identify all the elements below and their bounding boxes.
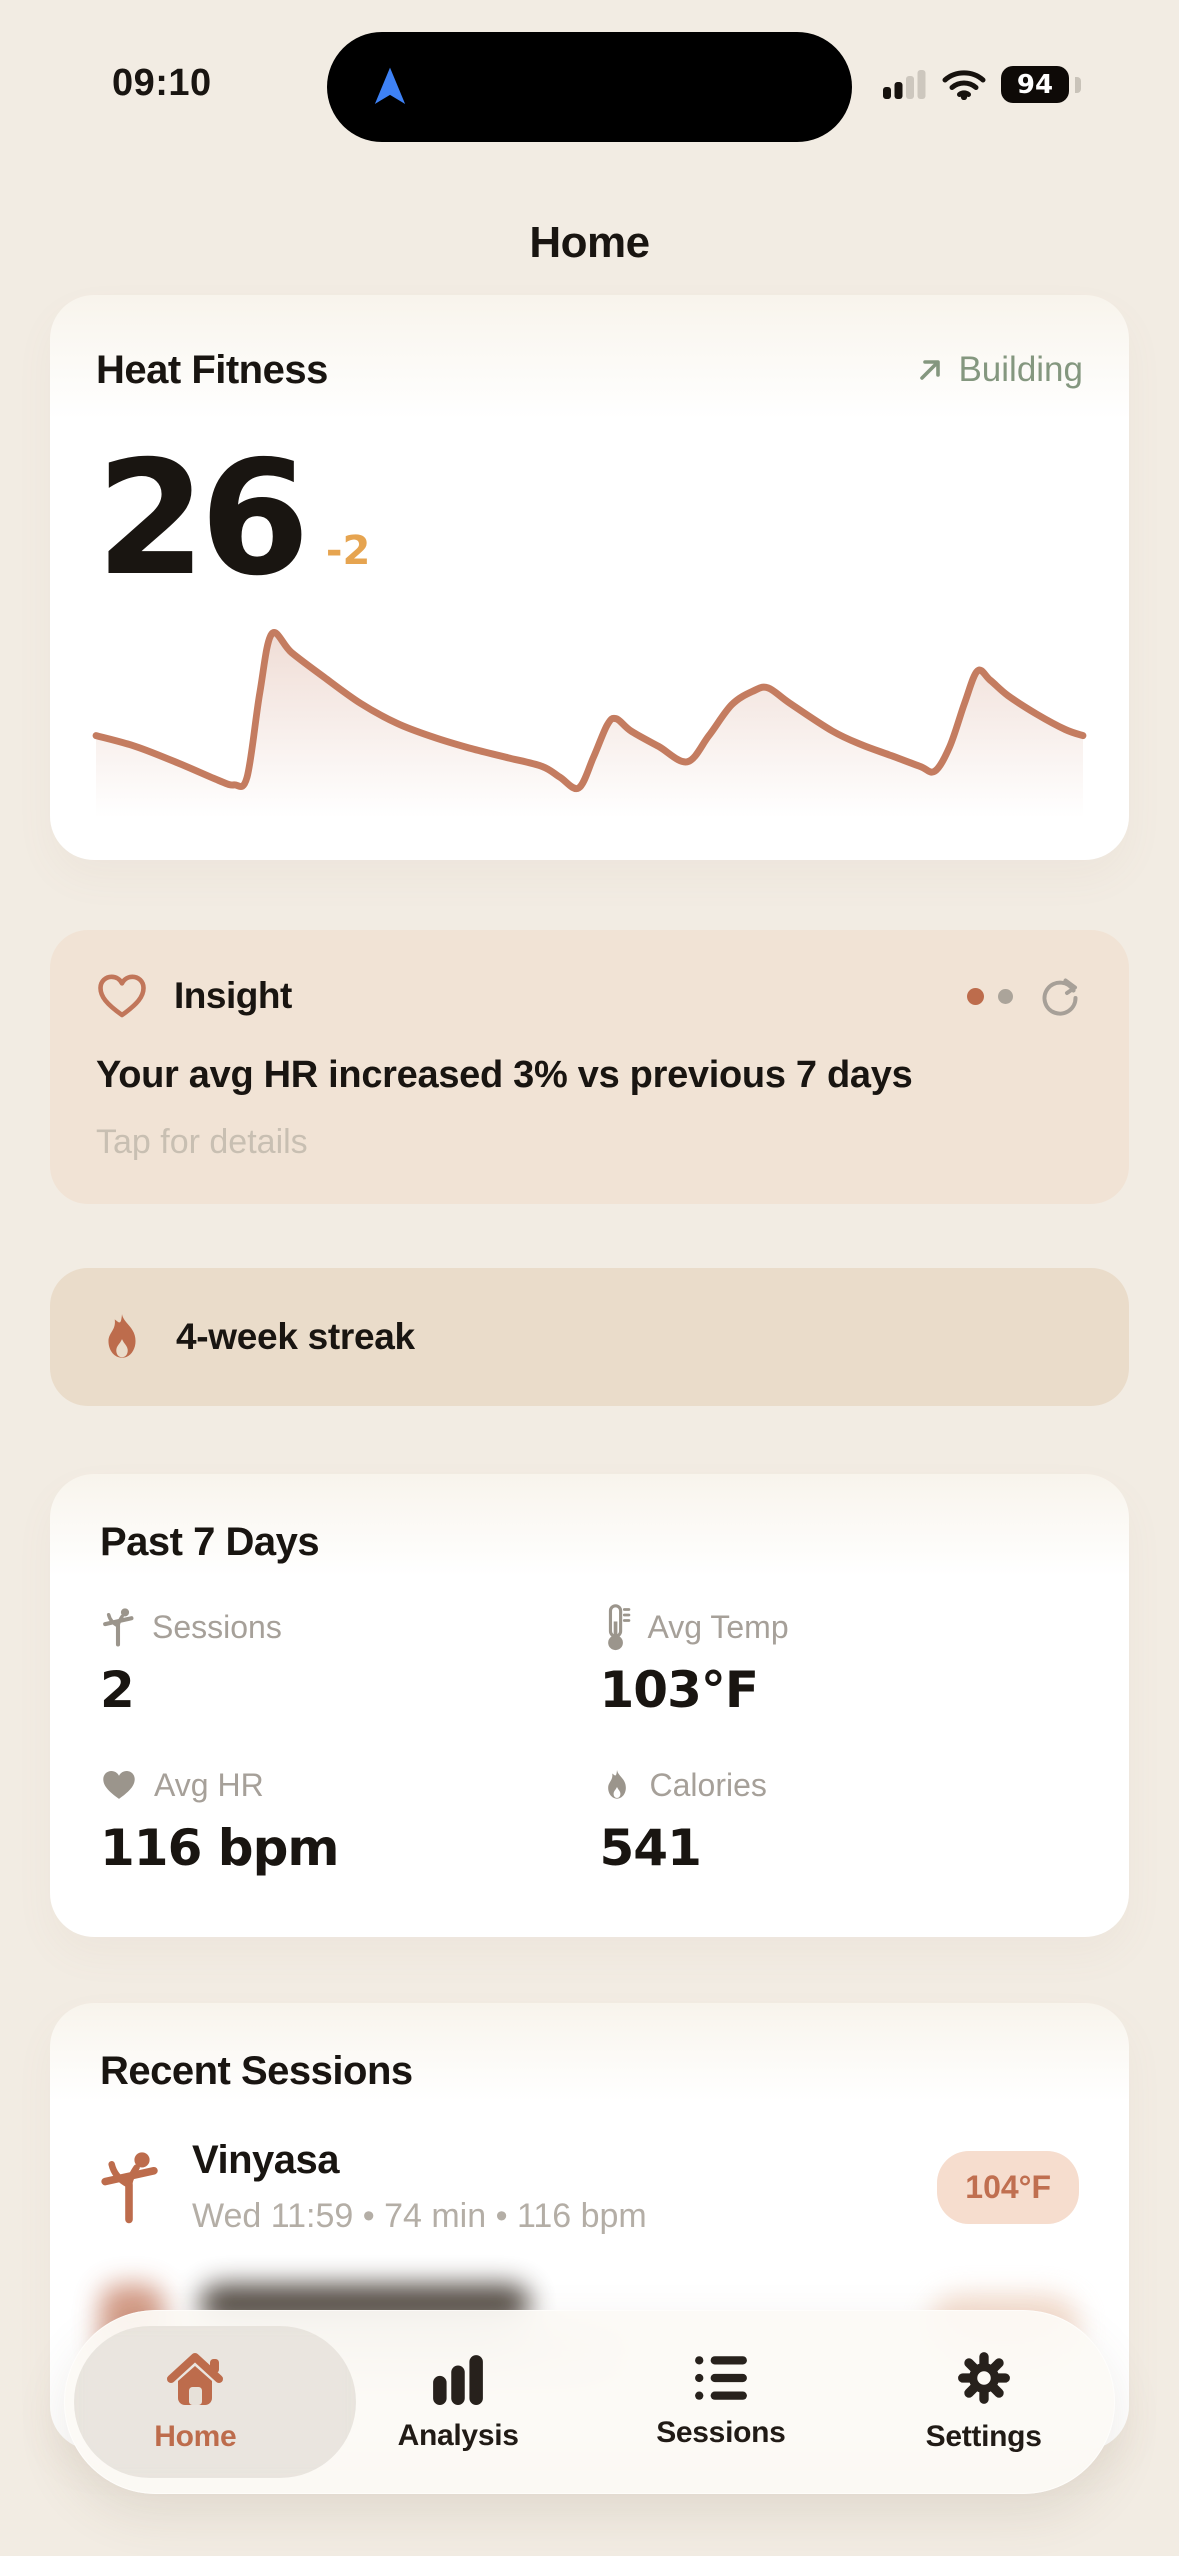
pagination-dot-active <box>967 987 984 1005</box>
cellular-signal-icon <box>883 69 926 99</box>
stat-label: Avg HR <box>154 1766 264 1803</box>
page-title: Home <box>529 218 650 267</box>
stat-label: Calories <box>649 1766 767 1803</box>
stat-sessions: Sessions 2 <box>100 1607 580 1719</box>
trend-chart <box>92 629 1087 818</box>
trend-area <box>96 632 1083 818</box>
thermometer-icon <box>607 1604 630 1651</box>
streak-card[interactable]: 4-week streak <box>50 1268 1129 1406</box>
insight-header: Insight <box>96 970 1083 1022</box>
heat-fitness-card[interactable]: Heat Fitness Building 26 -2 <box>50 295 1129 860</box>
insight-hint: Tap for details <box>96 1123 308 1161</box>
dynamic-island[interactable] <box>327 32 852 142</box>
flame-small-icon <box>607 1770 626 1799</box>
session-meta: Wed 11:59 • 74 min • 116 bpm <box>192 2197 647 2235</box>
navigation-arrow-icon <box>374 67 406 104</box>
tab-item-settings[interactable]: Settings <box>852 2310 1115 2494</box>
insight-title: Insight <box>174 975 292 1016</box>
trend-line <box>92 629 1087 793</box>
list-icon <box>694 2356 747 2400</box>
stat-value: 116 bpm <box>100 1819 339 1877</box>
battery-badge: 94 <box>1001 66 1069 103</box>
tab-item-home[interactable]: Home <box>64 2310 327 2494</box>
bar-chart-icon <box>433 2355 484 2405</box>
yoga-pose-icon <box>103 1608 134 1647</box>
battery-percent: 94 <box>1016 69 1054 100</box>
stats-grid: Sessions 2 Avg Temp <box>100 1604 1080 1878</box>
stat-label: Sessions <box>152 1608 282 1645</box>
home-icon <box>167 2353 224 2405</box>
stats-title: Past 7 Days <box>100 1520 320 1564</box>
tab-label: Home <box>154 2420 237 2453</box>
refresh-button[interactable] <box>1037 973 1083 1019</box>
refresh-icon <box>1042 978 1078 1016</box>
heat-fitness-title: Heat Fitness <box>96 347 328 392</box>
session-info: Vinyasa Wed 11:59 • 74 min • 116 bpm <box>192 2138 937 2236</box>
stat-label: Avg Temp <box>647 1608 789 1645</box>
status-bar: 09:10 94 <box>0 0 1179 150</box>
insight-body: Your avg HR increased 3% vs previous 7 d… <box>96 1054 913 1096</box>
heart-icon <box>98 974 146 1018</box>
tab-label: Sessions <box>656 2416 786 2449</box>
content: Heat Fitness Building 26 -2 <box>0 295 1179 2450</box>
stat-value: 541 <box>599 1819 702 1877</box>
session-row[interactable]: Vinyasa Wed 11:59 • 74 min • 116 bpm 104… <box>100 2138 1079 2236</box>
pagination-dot <box>998 988 1013 1004</box>
stat-avg-hr: Avg HR 116 bpm <box>100 1765 580 1878</box>
tab-item-sessions[interactable]: Sessions <box>590 2310 853 2494</box>
tab-label: Settings <box>925 2420 1042 2453</box>
past-7-days-card: Past 7 Days Session <box>50 1474 1129 1937</box>
recent-sessions-title: Recent Sessions <box>100 2049 413 2093</box>
stat-value: 103°F <box>599 1661 760 1719</box>
heat-score: 26 <box>96 426 310 611</box>
flame-icon <box>108 1314 136 1358</box>
score-row: 26 -2 <box>96 426 1083 611</box>
stat-value: 2 <box>100 1661 135 1719</box>
insight-card[interactable]: Insight Your avg HR increased 3% vs prev… <box>50 930 1129 1204</box>
trend-status-label: Building <box>958 350 1083 389</box>
session-name: Vinyasa <box>192 2138 340 2182</box>
tab-label: Analysis <box>397 2419 519 2452</box>
battery-nub <box>1075 76 1081 93</box>
wifi-icon <box>942 70 986 100</box>
heat-fitness-header: Heat Fitness Building <box>96 345 1083 395</box>
yoga-pose-icon <box>101 2152 158 2224</box>
status-icons: 94 <box>883 66 1081 103</box>
tab-bar: Home Analysis Sessions <box>64 2310 1115 2494</box>
stat-calories: Calories 541 <box>599 1765 1080 1878</box>
active-tab-highlight <box>74 2326 356 2478</box>
trend-status-badge: Building <box>914 350 1083 390</box>
streak-label: 4-week streak <box>176 1316 415 1357</box>
score-delta: -2 <box>325 528 371 574</box>
arrow-up-right-icon <box>920 360 941 380</box>
stat-avg-temp: Avg Temp 103°F <box>599 1604 1080 1719</box>
gear-icon <box>957 2352 1010 2404</box>
tab-item-analysis[interactable]: Analysis <box>327 2310 590 2494</box>
session-temp-badge: 104°F <box>937 2150 1079 2224</box>
heart-filled-icon <box>103 1770 135 1799</box>
clock: 09:10 <box>112 62 212 104</box>
